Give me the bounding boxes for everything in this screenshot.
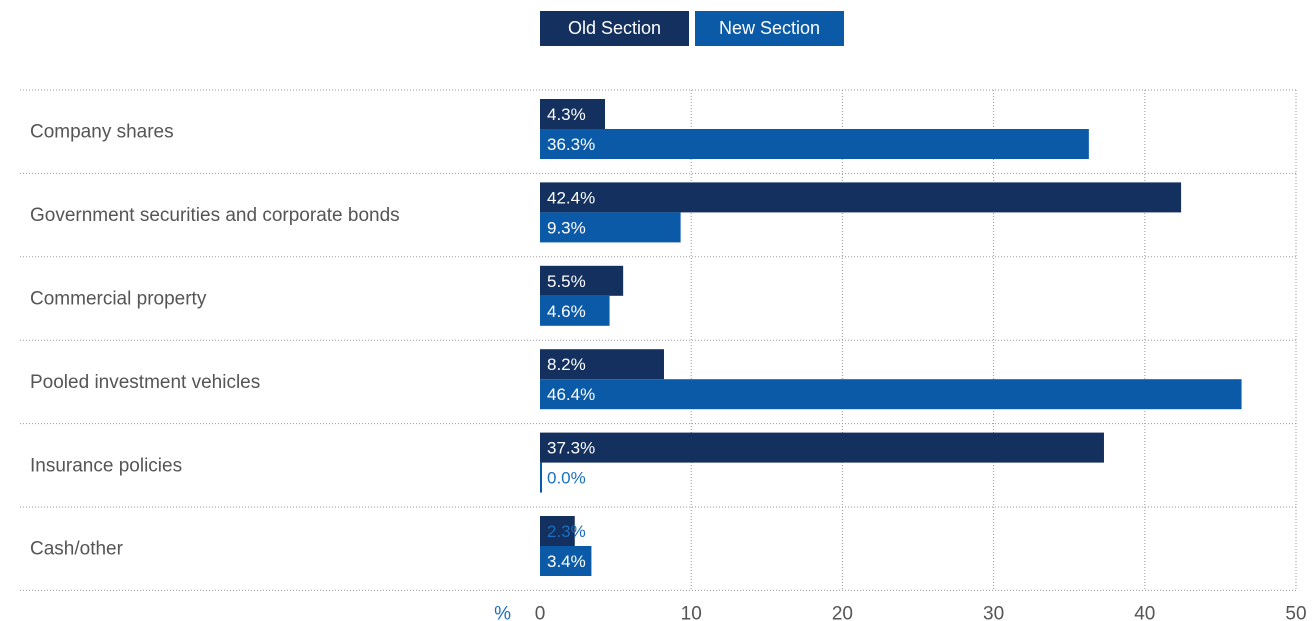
category-label: Government securities and corporate bond… [30, 205, 400, 226]
bar-new-section [540, 379, 1242, 410]
data-label: 46.4% [547, 385, 595, 404]
bar-old-section [540, 516, 575, 546]
category-label: Pooled investment vehicles [30, 372, 260, 393]
bar-old-section [540, 265, 624, 296]
data-label: 0.0% [547, 469, 586, 488]
x-tick-label: 10 [681, 603, 702, 621]
data-label: 4.6% [547, 302, 586, 321]
x-tick-label: 30 [983, 603, 1004, 621]
x-tick-label: 20 [832, 603, 853, 621]
bar-old-section [540, 99, 606, 129]
bar-old-section [540, 432, 1104, 463]
bar-new-section [540, 212, 681, 243]
data-label: 3.4% [547, 552, 586, 571]
data-label: 5.5% [547, 272, 586, 291]
bar-new-section [540, 129, 1089, 159]
category-label: Insurance policies [30, 455, 182, 476]
x-tick-label: 40 [1134, 603, 1155, 621]
data-label: 9.3% [547, 218, 586, 237]
data-label: 2.3% [547, 522, 586, 541]
category-label: Cash/other [30, 539, 124, 560]
category-label: Commercial property [30, 289, 207, 310]
bar-old-section [540, 349, 664, 380]
data-label: 8.2% [547, 355, 586, 374]
category-label: Company shares [30, 122, 174, 143]
x-axis-unit-label: % [494, 603, 511, 621]
data-label: 42.4% [547, 188, 595, 207]
legend-old-section: Old Section [540, 11, 689, 46]
bar-old-section [540, 182, 1182, 213]
bar-new-section [540, 546, 592, 576]
bar-new-section [540, 462, 542, 493]
x-tick-label: 50 [1285, 603, 1306, 621]
data-label: 4.3% [547, 105, 586, 124]
x-tick-label: 0 [535, 603, 546, 621]
data-label: 37.3% [547, 439, 595, 458]
bar-new-section [540, 295, 610, 326]
data-label: 36.3% [547, 135, 595, 154]
legend-new-section: New Section [695, 11, 844, 46]
